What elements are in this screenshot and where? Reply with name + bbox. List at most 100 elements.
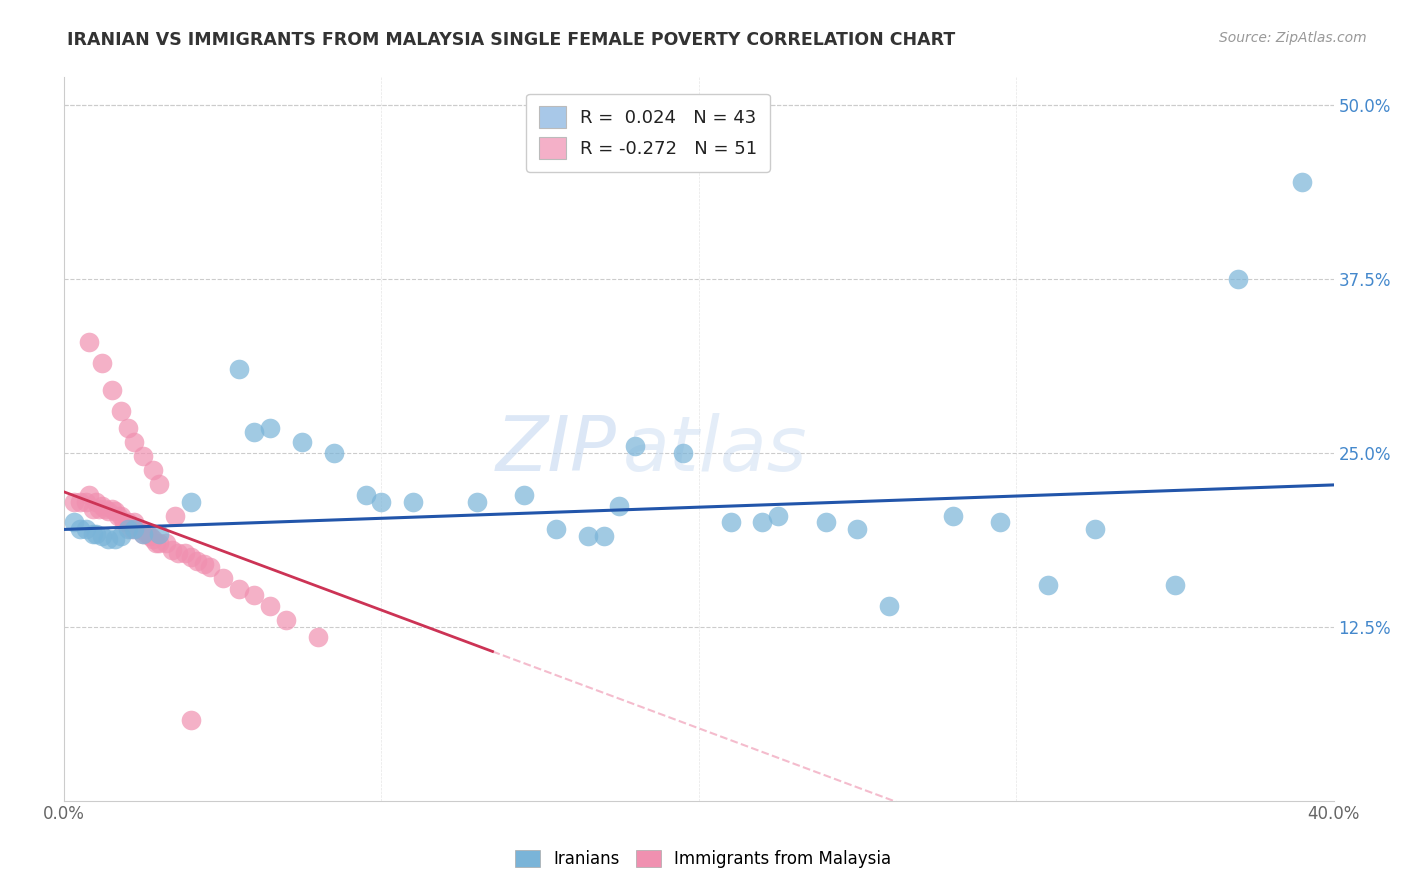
Point [94,501,117,516]
Point [259,421,281,435]
Point [82,501,104,516]
Point [62,516,84,530]
Point [110,508,132,523]
Point [354,488,377,502]
Point [112,516,135,530]
Point [75,523,97,537]
Point [307,630,329,644]
Point [100,501,122,516]
Point [624,439,647,453]
Point [148,526,170,541]
Point [576,529,599,543]
Point [84,526,107,541]
Text: atlas: atlas [623,413,807,487]
Point [211,571,233,585]
Point [186,554,208,568]
Point [62,494,84,508]
Text: Source: ZipAtlas.com: Source: ZipAtlas.com [1219,31,1367,45]
Point [259,599,281,613]
Point [100,384,122,398]
Point [69,494,91,508]
Point [1227,272,1250,286]
Point [988,516,1011,530]
Point [276,613,298,627]
Point [198,560,221,574]
Point [155,536,177,550]
Point [228,582,250,597]
Point [125,523,148,537]
Point [180,494,202,508]
Point [160,543,183,558]
Point [228,362,250,376]
Point [513,488,536,502]
Point [243,425,266,439]
Point [87,501,110,516]
Point [79,334,101,349]
Point [107,508,129,523]
Point [720,516,742,530]
Point [135,526,157,541]
Point [148,536,170,550]
Point [766,508,789,523]
Point [120,523,142,537]
Legend: Iranians, Immigrants from Malaysia: Iranians, Immigrants from Malaysia [508,843,898,875]
Point [148,476,170,491]
Point [139,529,162,543]
Point [132,449,155,463]
Point [91,499,114,513]
Point [1036,578,1059,592]
Point [1164,578,1187,592]
Point [91,529,114,543]
Point [104,532,127,546]
Point [243,588,266,602]
Point [110,529,132,543]
Point [180,713,202,727]
Text: IRANIAN VS IMMIGRANTS FROM MALAYSIA SINGLE FEMALE POVERTY CORRELATION CHART: IRANIAN VS IMMIGRANTS FROM MALAYSIA SING… [67,31,956,49]
Point [117,523,139,537]
Point [122,434,145,449]
Point [751,516,773,530]
Point [97,532,120,546]
Text: ZIP: ZIP [495,413,616,487]
Legend: R =  0.024   N = 43, R = -0.272   N = 51: R = 0.024 N = 43, R = -0.272 N = 51 [526,94,770,172]
Point [82,526,104,541]
Point [322,446,344,460]
Point [846,523,869,537]
Point [110,404,132,418]
Point [122,523,145,537]
Point [592,529,614,543]
Point [402,494,425,508]
Point [609,499,631,513]
Point [942,508,965,523]
Point [69,523,91,537]
Point [167,546,190,560]
Point [117,516,139,530]
Point [877,599,900,613]
Point [84,494,107,508]
Point [132,526,155,541]
Point [75,494,97,508]
Point [97,504,120,518]
Point [117,421,139,435]
Point [814,516,837,530]
Point [1084,523,1107,537]
Point [142,532,165,546]
Point [465,494,488,508]
Point [1291,175,1313,189]
Point [132,526,155,541]
Point [291,434,314,449]
Point [193,558,215,572]
Point [129,523,152,537]
Point [122,516,145,530]
Point [173,546,195,560]
Point [165,508,187,523]
Point [145,536,167,550]
Point [91,355,114,369]
Point [672,446,695,460]
Point [104,504,127,518]
Point [544,523,567,537]
Point [370,494,392,508]
Point [79,488,101,502]
Point [142,462,165,476]
Point [180,550,202,565]
